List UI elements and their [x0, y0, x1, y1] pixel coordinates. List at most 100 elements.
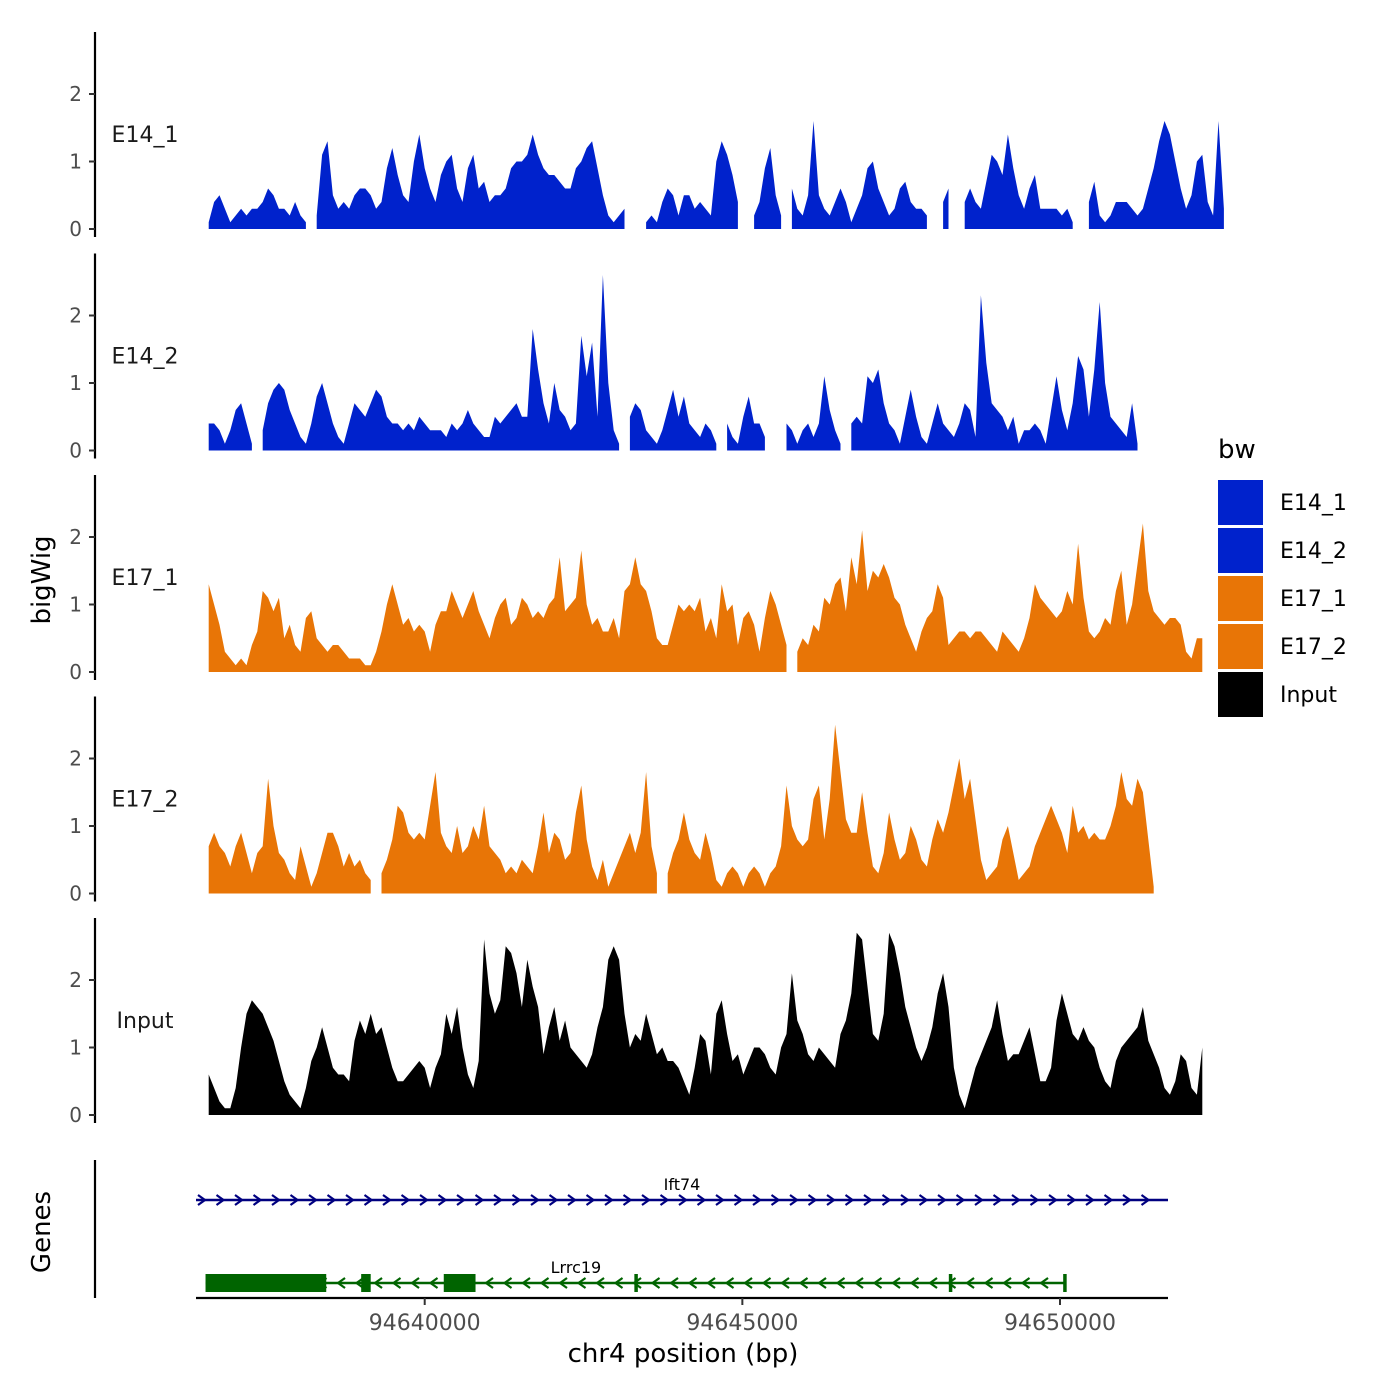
strand-arrow: [1122, 1194, 1132, 1206]
strand-arrow: [826, 1194, 836, 1206]
legend-item-E17_2: E17_2: [1218, 624, 1347, 669]
strand-arrow: [585, 1194, 596, 1206]
y-tick-label: 1: [69, 371, 82, 395]
strand-arrow: [817, 1277, 827, 1289]
coverage-area-E17_2: [381, 772, 657, 894]
strand-arrow: [632, 1277, 642, 1289]
strand-arrow: [1140, 1194, 1151, 1206]
y-axis-title: bigWig: [27, 535, 57, 624]
strand-arrow: [900, 1194, 910, 1206]
genes-track-title: Genes: [27, 1191, 57, 1273]
y-tick-label: 0: [69, 1103, 82, 1127]
strand-arrow: [1085, 1194, 1095, 1206]
coverage-area-E14_2: [851, 295, 1138, 451]
strand-arrow: [345, 1194, 355, 1206]
strand-arrow: [743, 1277, 753, 1289]
strand-arrow: [706, 1277, 716, 1289]
genes-track: Ift74 Lrrc19: [93, 1160, 1168, 1298]
strand-arrow: [789, 1194, 799, 1206]
legend-item-Input: Input: [1218, 672, 1337, 717]
strand-arrow: [548, 1194, 559, 1206]
y-tick-label: 1: [69, 814, 82, 838]
exon: [1063, 1274, 1067, 1292]
strand-arrow: [410, 1277, 420, 1289]
panel-E17_2: 0 1 2 E17_2: [69, 696, 1154, 906]
strand-arrow: [576, 1277, 587, 1289]
legend-item-E17_1: E17_1: [1218, 576, 1347, 621]
strand-arrow: [863, 1194, 873, 1206]
legend-label: Input: [1280, 683, 1337, 708]
strand-arrow: [872, 1277, 883, 1289]
strand-arrow: [659, 1194, 670, 1206]
legend: bw E14_1 E14_2 E17_1 E17_2 Input: [1218, 435, 1347, 717]
panel-E14_2: 0 1 2 E14_2: [69, 253, 1138, 463]
legend-swatch: [1218, 528, 1263, 573]
legend-label: E14_1: [1280, 491, 1347, 516]
legend-label: E17_2: [1280, 635, 1347, 660]
strand-arrow: [965, 1277, 975, 1289]
strand-arrow: [992, 1194, 1003, 1206]
strand-arrow: [696, 1194, 707, 1206]
y-tick-label: 2: [69, 968, 82, 992]
coverage-area-E17_2: [208, 778, 371, 894]
strand-arrow: [724, 1277, 735, 1289]
strand-arrow: [761, 1277, 772, 1289]
strand-arrow: [835, 1277, 846, 1289]
track-label: Input: [117, 1009, 174, 1034]
coverage-area-E14_2: [208, 403, 252, 451]
strand-arrow: [419, 1194, 429, 1206]
legend-swatch: [1218, 624, 1263, 669]
x-tick-label: 94645000: [686, 1311, 798, 1336]
y-tick-label: 2: [69, 82, 82, 106]
panel-E14_1: 0 1 2 E14_1: [69, 32, 1224, 241]
strand-arrow: [521, 1277, 531, 1289]
y-tick-label: 1: [69, 1036, 82, 1060]
strand-arrow: [641, 1194, 651, 1206]
strand-arrow: [1103, 1194, 1114, 1206]
coverage-area-E14_2: [262, 275, 620, 451]
x-tick-label: 94650000: [1004, 1311, 1116, 1336]
legend-title: bw: [1218, 435, 1256, 465]
track-label: E17_2: [112, 788, 179, 813]
strand-arrow: [595, 1277, 605, 1289]
y-tick-label: 2: [69, 525, 82, 549]
x-tick-label: 94640000: [369, 1311, 481, 1336]
panel-E17_1: 0 1 2 E17_1: [69, 475, 1203, 684]
strand-arrow: [567, 1194, 577, 1206]
y-tick-label: 0: [69, 217, 82, 241]
strand-arrow: [539, 1277, 550, 1289]
coverage-area-E17_1: [797, 523, 1203, 672]
y-tick-label: 0: [69, 882, 82, 906]
strand-arrow: [382, 1194, 392, 1206]
coverage-area-E14_1: [791, 121, 927, 229]
gene-Lrrc19: Lrrc19: [205, 1258, 1067, 1292]
strand-arrow: [215, 1194, 226, 1206]
strand-arrow: [669, 1277, 679, 1289]
exon: [443, 1274, 476, 1292]
track-label: E14_1: [112, 123, 179, 148]
exon: [361, 1274, 371, 1292]
strand-arrow: [613, 1277, 624, 1289]
coverage-area-E14_1: [964, 134, 1073, 229]
strand-arrow: [928, 1277, 938, 1289]
strand-arrow: [918, 1194, 929, 1206]
strand-arrow: [733, 1194, 744, 1206]
strand-arrow: [974, 1194, 984, 1206]
strand-arrow: [891, 1277, 901, 1289]
strand-arrow: [1002, 1277, 1012, 1289]
y-tick-label: 1: [69, 593, 82, 617]
strand-arrow: [983, 1277, 994, 1289]
strand-arrow: [326, 1194, 337, 1206]
strand-arrow: [428, 1277, 439, 1289]
exon: [205, 1274, 327, 1292]
coverage-area-E17_1: [208, 550, 787, 672]
strand-arrow: [807, 1194, 818, 1206]
track-label: E17_1: [112, 566, 179, 591]
strand-arrow: [373, 1277, 383, 1289]
coverage-area-Input: [208, 932, 1203, 1115]
strand-arrow: [622, 1194, 633, 1206]
legend-swatch: [1218, 480, 1263, 525]
strand-arrow: [715, 1194, 725, 1206]
strand-arrow: [1039, 1277, 1049, 1289]
